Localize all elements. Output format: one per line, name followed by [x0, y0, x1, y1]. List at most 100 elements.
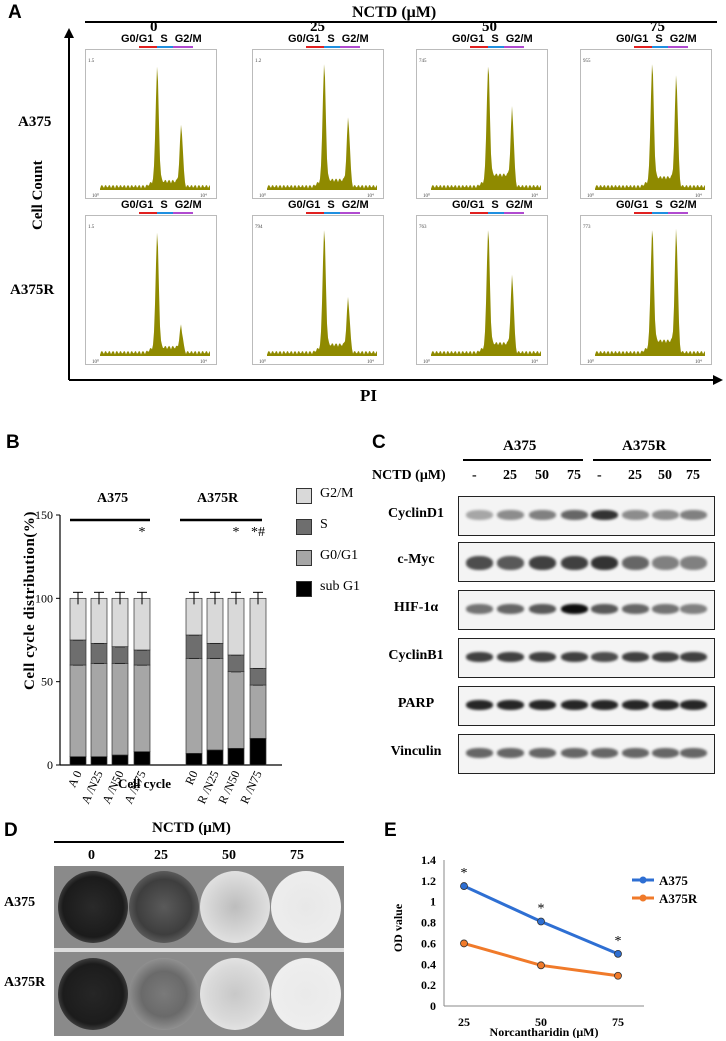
panel-a-conc-0: 0: [150, 19, 158, 35]
phase-label-1: S: [160, 33, 168, 45]
phase-label-1: S: [491, 33, 499, 45]
panel-d-row-a375r: A375R: [4, 975, 46, 990]
blot-band: [680, 604, 707, 614]
blot-band: [497, 510, 524, 520]
panel-c-group-a375r: A375R: [622, 438, 667, 454]
histogram-ymax-label: 763: [419, 225, 427, 230]
line-xtick-label: 75: [612, 1015, 624, 1029]
histogram-ymax-label: 955: [583, 59, 591, 64]
blot-band: [622, 700, 649, 710]
histogram-fill: [431, 66, 541, 190]
significance-marker: *: [461, 866, 468, 881]
histogram-xtick-lo: 10⁰: [587, 193, 594, 198]
blot-band: [561, 604, 588, 614]
histogram-a375r-25: 794 10⁰ 10⁴: [252, 215, 384, 365]
panel-c-group-a375: A375: [503, 438, 537, 454]
blot-band: [680, 748, 707, 758]
panel-d-header: NCTD (μM): [152, 820, 231, 836]
line-xtick-label: 50: [535, 1015, 547, 1029]
bar-segment-s: [69, 639, 87, 666]
phase-label-1: S: [160, 199, 168, 211]
panel-a-header-bar: [85, 21, 717, 23]
line-ytick-label: 1: [430, 895, 436, 909]
panel-d-conc-0: 0: [88, 848, 95, 863]
panel-e-label: E: [384, 820, 397, 841]
blot-band: [529, 556, 556, 570]
histogram-xtick-hi: 10⁴: [531, 359, 538, 364]
blot-label-cyclind1: CyclinD1: [388, 506, 444, 521]
phase-label-0: G0/G1: [616, 199, 649, 211]
blot-band: [652, 604, 679, 614]
phase-label-2: G2/M: [669, 199, 697, 211]
phase-label-0: G0/G1: [288, 33, 321, 45]
blot-band: [680, 652, 707, 662]
bar-segment-g2m: [206, 597, 224, 644]
legend-marker-a375r: [639, 894, 647, 902]
lane-label-4: -: [597, 468, 602, 483]
line-series-a375r: [463, 941, 619, 978]
phase-label-2: G2/M: [669, 33, 697, 45]
phase-labels: G0/G1 S G2/M: [288, 33, 376, 45]
blot-band: [529, 604, 556, 614]
phase-labels: G0/G1 S G2/M: [121, 199, 209, 211]
legend-label-a375: A375: [659, 873, 688, 888]
legend-swatch-g0g1: [296, 550, 312, 566]
significance-marker: *#: [251, 525, 265, 540]
bar-ytick-label: 0: [47, 758, 53, 772]
histogram-ymax-label: 773: [583, 225, 591, 230]
phase-labels: G0/G1 S G2/M: [121, 33, 209, 45]
line-point-a375r: [460, 939, 468, 948]
legend-label-g2m: G2/M: [320, 486, 354, 501]
phase-label-0: G0/G1: [288, 199, 321, 211]
histogram-xtick-lo: 10⁰: [259, 359, 266, 364]
lane-label-6: 50: [658, 468, 672, 483]
histogram-xtick-hi: 10⁴: [367, 193, 374, 198]
bar-segment-g0g1: [90, 662, 108, 758]
phase-label-1: S: [655, 33, 663, 45]
blot-band: [622, 510, 649, 520]
panel-d-conc-1: 25: [154, 848, 168, 863]
histogram-a375-25: 1.2 10⁰ 10⁴: [252, 49, 384, 199]
blot-band: [652, 700, 679, 710]
blot-band: [561, 748, 588, 758]
phase-label-2: G2/M: [174, 199, 202, 211]
histogram-a375r-75: 773 10⁰ 10⁴: [580, 215, 712, 365]
line-ytick-label: 0.6: [421, 936, 436, 950]
blot-band: [529, 700, 556, 710]
blot-band: [497, 700, 524, 710]
legend-label-a375r: A375R: [659, 891, 698, 906]
panel-d-conc-2: 50: [222, 848, 236, 863]
phase-labels: G0/G1 S G2/M: [452, 199, 540, 211]
bar-xtick-label: A 0: [65, 768, 85, 789]
histogram-fill: [100, 66, 210, 190]
lane-label-7: 75: [686, 468, 700, 483]
bar-segment-g2m: [111, 597, 129, 648]
plate-a375r-0: [58, 958, 128, 1030]
blot-band: [652, 556, 679, 570]
significance-marker: *: [233, 525, 240, 540]
histogram-xtick-lo: 10⁰: [259, 193, 266, 198]
bar-segment-g2m: [90, 597, 108, 644]
blot-band: [591, 652, 618, 662]
line-point-a375r: [614, 971, 622, 980]
blot-band: [529, 748, 556, 758]
bar-segment-subg1: [90, 756, 108, 766]
histogram-xtick-hi: 10⁴: [695, 359, 702, 364]
histogram-xtick-lo: 10⁰: [92, 193, 99, 198]
blot-band: [466, 748, 493, 758]
plate-a375r-50: [200, 958, 270, 1030]
blot-band: [561, 556, 588, 570]
bar-segment-subg1: [227, 747, 245, 766]
line-point-a375: [614, 949, 622, 958]
histogram-xtick-lo: 10⁰: [423, 359, 430, 364]
line-xtick-label: 25: [458, 1015, 470, 1029]
blot-band: [497, 748, 524, 758]
blot-band: [561, 652, 588, 662]
panel-d-conc-3: 75: [290, 848, 304, 863]
significance-marker: *: [538, 902, 545, 917]
line-ytick-label: 0.8: [421, 916, 436, 930]
blot-band: [652, 748, 679, 758]
bar-segment-g0g1: [133, 664, 151, 753]
blot-band: [591, 700, 618, 710]
